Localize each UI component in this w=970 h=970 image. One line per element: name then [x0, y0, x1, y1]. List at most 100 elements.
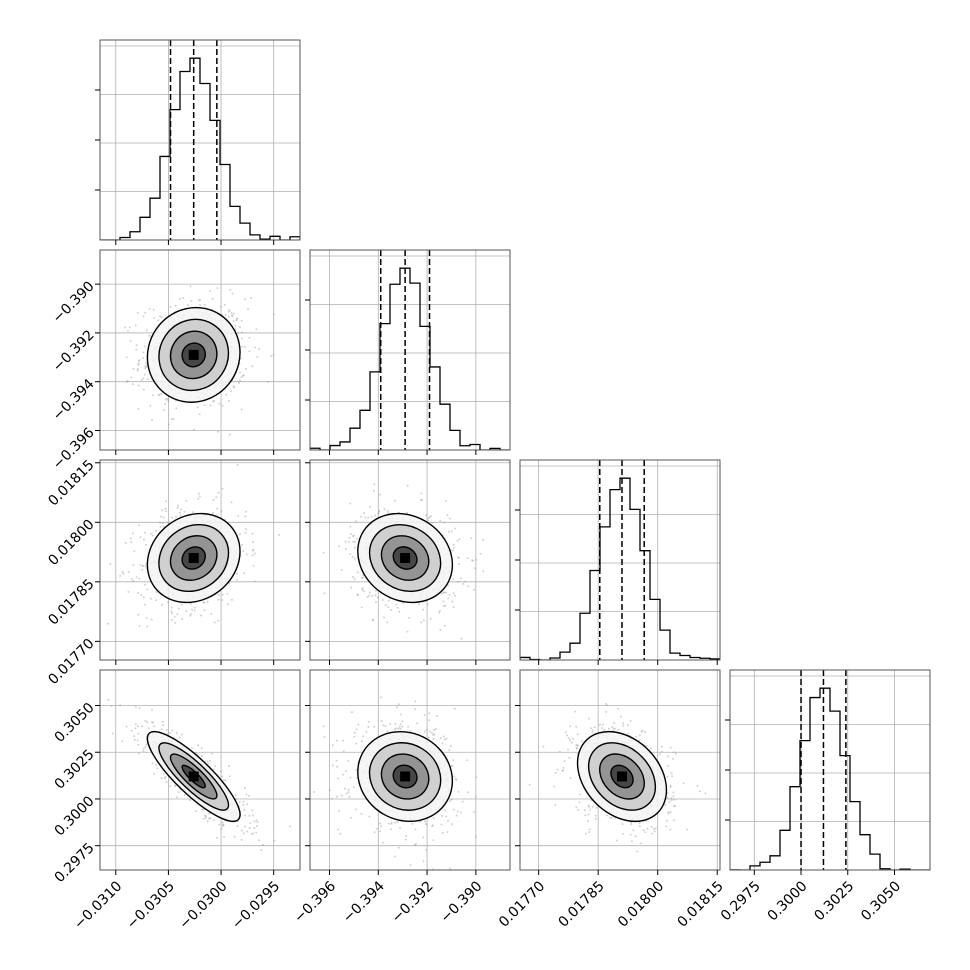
- scatter-point: [261, 844, 264, 846]
- scatter-point: [432, 734, 435, 736]
- scatter-point: [418, 603, 421, 606]
- scatter-point: [243, 809, 246, 811]
- scatter-point: [354, 808, 357, 811]
- scatter-point: [149, 532, 152, 535]
- scatter-point: [617, 728, 620, 731]
- scatter-point: [146, 588, 149, 591]
- scatter-point: [206, 600, 209, 603]
- scatter-point: [569, 739, 572, 742]
- scatter-point: [455, 814, 458, 817]
- scatter-point: [176, 796, 178, 799]
- scatter-point: [127, 590, 130, 593]
- scatter-point: [142, 596, 145, 599]
- scatter-point: [645, 744, 648, 747]
- scatter-point: [427, 517, 430, 520]
- x-tick-label: −0.392: [389, 878, 437, 926]
- scatter-point: [457, 563, 460, 565]
- scatter-point: [270, 355, 273, 358]
- scatter-point: [448, 517, 451, 520]
- scatter-point: [180, 733, 183, 736]
- scatter-point: [427, 519, 429, 522]
- scatter-point: [404, 838, 407, 841]
- scatter-point: [575, 747, 578, 750]
- scatter-point: [134, 324, 137, 327]
- scatter-point: [331, 764, 334, 767]
- scatter-point: [411, 822, 414, 825]
- scatter-point: [608, 727, 610, 730]
- y-tick-label: 0.01800: [45, 517, 97, 569]
- scatter-point: [124, 541, 127, 544]
- scatter-point: [132, 579, 135, 582]
- scatter-point: [242, 374, 245, 377]
- scatter-point: [180, 508, 182, 511]
- scatter-point: [246, 830, 249, 833]
- scatter-point: [414, 828, 417, 831]
- scatter-point: [439, 628, 442, 631]
- scatter-point: [353, 786, 356, 789]
- scatter-point: [445, 815, 448, 818]
- scatter-point: [572, 737, 575, 740]
- scatter-point: [328, 789, 331, 792]
- x-tick-label: 0.3025: [811, 878, 857, 924]
- scatter-point: [475, 558, 478, 561]
- scatter-point: [627, 732, 630, 735]
- scatter-point: [565, 734, 568, 737]
- scatter-point: [350, 711, 353, 714]
- scatter-point: [132, 367, 135, 370]
- scatter-point: [217, 619, 220, 622]
- scatter-point: [212, 400, 214, 403]
- scatter-point: [475, 795, 477, 798]
- scatter-point: [200, 754, 203, 757]
- scatter-point: [594, 814, 597, 817]
- scatter-point: [160, 392, 163, 395]
- scatter-point: [342, 773, 345, 776]
- scatter-point: [232, 312, 235, 315]
- scatter-point: [553, 785, 556, 788]
- scatter-point: [442, 591, 445, 594]
- scatter-point: [202, 601, 205, 604]
- scatter-point: [384, 725, 387, 728]
- scatter-point: [581, 740, 584, 743]
- scatter-point: [660, 745, 663, 748]
- scatter-point: [185, 610, 188, 613]
- scatter-point: [240, 829, 243, 832]
- scatter-point: [145, 743, 148, 746]
- scatter-point: [542, 745, 545, 748]
- scatter-point: [212, 819, 215, 822]
- scatter-point: [204, 814, 206, 817]
- scatter-point: [381, 841, 384, 844]
- scatter-point: [460, 577, 462, 580]
- scatter-point: [673, 819, 675, 822]
- scatter-point: [243, 572, 246, 575]
- x-tick-label: 0.3000: [765, 878, 811, 924]
- scatter-point: [372, 489, 375, 492]
- scatter-point: [365, 731, 368, 733]
- scatter-point: [654, 827, 657, 830]
- scatter-point: [390, 609, 393, 611]
- scatter-point: [635, 735, 638, 738]
- scatter-point: [165, 500, 168, 503]
- scatter-point: [399, 713, 402, 716]
- scatter-point: [240, 376, 243, 379]
- scatter-point: [431, 732, 433, 734]
- scatter-point: [166, 732, 169, 735]
- scatter-point: [131, 532, 134, 535]
- scatter-point: [160, 777, 163, 780]
- x-tick-label: −0.394: [340, 878, 388, 926]
- scatter-point: [432, 839, 435, 842]
- scatter-point: [151, 419, 153, 421]
- panel-2-1: [305, 459, 511, 665]
- scatter-point: [378, 822, 381, 825]
- scatter-point: [349, 502, 352, 505]
- scatter-point: [453, 775, 456, 778]
- scatter-point: [163, 408, 166, 411]
- scatter-point: [622, 832, 624, 835]
- scatter-point: [669, 746, 672, 749]
- scatter-point: [128, 326, 131, 329]
- scatter-point: [176, 613, 179, 616]
- scatter-point: [608, 816, 611, 819]
- scatter-point: [230, 598, 233, 601]
- scatter-point: [347, 788, 350, 791]
- scatter-point: [348, 536, 351, 539]
- scatter-point: [443, 738, 446, 741]
